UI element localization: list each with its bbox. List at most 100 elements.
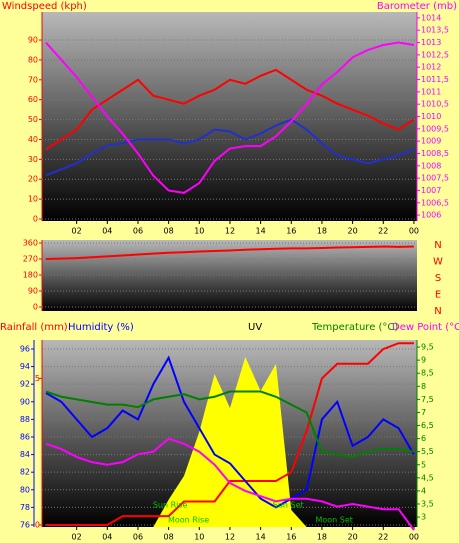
x-tick-label: 18: [317, 227, 327, 236]
x-tick-label: 02: [72, 533, 82, 542]
y2-tick-label: 3: [421, 513, 426, 522]
series-header: Humidity (%): [68, 322, 134, 333]
x-tick-label: 08: [164, 227, 174, 236]
y-tick-label: 88: [20, 415, 30, 424]
y-tick-label: 0: [33, 215, 38, 224]
y-tick-label: 82: [20, 468, 30, 477]
y2-tick-label: 6: [421, 434, 426, 443]
compass-label: S: [435, 273, 441, 284]
y-tick-label: 86: [20, 432, 30, 441]
y-tick-label: 360: [23, 239, 38, 248]
y2-tick-label: 5: [421, 460, 426, 469]
x-tick-label: 10: [194, 227, 204, 236]
x-tick-label: 12: [225, 533, 235, 542]
series-line: [45, 118, 415, 177]
y2-tick-label: 1009,5: [421, 124, 449, 133]
y2-tick-label: 1012: [421, 63, 441, 72]
x-tick-label: 00: [409, 227, 419, 236]
y2-tick-label: 1011: [421, 87, 441, 96]
y-tick-label: 20: [28, 175, 38, 184]
compass-label: W: [433, 257, 443, 268]
y-tick-label: 80: [20, 485, 30, 494]
x-tick-label: 02: [72, 227, 82, 236]
series-header: UV: [248, 322, 262, 333]
y-axis-title: Windspeed (kph): [2, 1, 87, 12]
y-tick-label: 90: [28, 287, 38, 296]
x-tick-label: 16: [286, 533, 296, 542]
x-tick-label: 22: [378, 227, 388, 236]
x-tick-label: 14: [256, 533, 266, 542]
y-tick-label: 90: [28, 36, 38, 45]
y-tick-label: 60: [28, 95, 38, 104]
series-line: [45, 245, 414, 261]
y-tick-label: 70: [28, 75, 38, 84]
annotation: Moon Rise: [168, 516, 209, 525]
y-tick-label: 10: [28, 195, 38, 204]
y2-tick-label: 4: [421, 486, 426, 495]
x-tick-label: 18: [317, 533, 327, 542]
y2-tick-label: 1010,5: [421, 100, 449, 109]
series-header: Dew Point (°C: [392, 322, 459, 333]
y-tick-label: 92: [20, 380, 30, 389]
compass-label: N: [434, 306, 441, 317]
series-line: [45, 390, 415, 458]
y-tick-label: 94: [20, 362, 30, 371]
x-tick-label: 16: [286, 227, 296, 236]
plot-background: [42, 12, 417, 221]
x-tick-label: 14: [256, 227, 266, 236]
annotation: Sun Rise: [153, 501, 188, 510]
y-tick-label: 84: [20, 450, 30, 459]
y-tick-label: 40: [28, 135, 38, 144]
series-line: [45, 437, 415, 531]
y2-tick-label: 1006: [421, 211, 441, 220]
y2-tick-label: 1006,5: [421, 198, 449, 207]
series-line: [45, 41, 415, 194]
y-tick-label: 50: [28, 115, 38, 124]
y-tick-label: 78: [20, 503, 30, 512]
y2-axis-title: Barometer (mb): [377, 1, 457, 12]
series-line: [45, 68, 415, 151]
y-tick-label: 0: [33, 303, 38, 312]
y-tick-label: 30: [28, 155, 38, 164]
x-tick-label: 20: [348, 533, 358, 542]
y2-tick-label: 4,5: [421, 473, 434, 482]
annotation: Moon Set: [315, 516, 352, 525]
y2-tick-label: 1011,5: [421, 75, 449, 84]
y-tick-label: 80: [28, 55, 38, 64]
y2-tick-label: 7,5: [421, 395, 434, 404]
y2-tick-label: 5,5: [421, 447, 434, 456]
x-tick-label: 22: [378, 533, 388, 542]
x-tick-label: 00: [409, 533, 419, 542]
y-tick-label: 96: [20, 344, 30, 353]
y-tick-label: 180: [23, 271, 38, 280]
y2-tick-label: 1007: [421, 186, 441, 195]
y2-tick-label: 6,5: [421, 421, 434, 430]
y3-tick-label: 0: [35, 520, 40, 529]
compass-label: E: [435, 290, 441, 301]
y2-tick-label: 1007,5: [421, 174, 449, 183]
y2-tick-label: 1012,5: [421, 50, 449, 59]
compass-label: N: [434, 240, 441, 251]
y2-tick-label: 7: [421, 408, 426, 417]
y2-tick-label: 9,5: [421, 343, 434, 352]
y2-tick-label: 9: [421, 356, 426, 365]
y2-tick-label: 3,5: [421, 499, 434, 508]
uv-area: [45, 357, 414, 527]
y-tick-label: 76: [20, 520, 30, 529]
y-tick-label: 90: [20, 397, 30, 406]
x-tick-label: 12: [225, 227, 235, 236]
y3-tick-label: 5: [35, 374, 40, 383]
x-tick-label: 04: [102, 227, 112, 236]
y-tick-label: 270: [23, 255, 38, 264]
x-tick-label: 06: [133, 227, 143, 236]
y2-tick-label: 1008: [421, 161, 441, 170]
x-tick-label: 08: [164, 533, 174, 542]
y2-tick-label: 1014: [421, 13, 441, 22]
x-tick-label: 20: [348, 227, 358, 236]
y2-tick-label: 1008,5: [421, 149, 449, 158]
y2-tick-label: 1010: [421, 112, 441, 121]
series-header: Rainfall (mm): [0, 322, 68, 333]
y2-tick-label: 1013: [421, 38, 441, 47]
series-header: Temperature (°C): [311, 322, 398, 333]
